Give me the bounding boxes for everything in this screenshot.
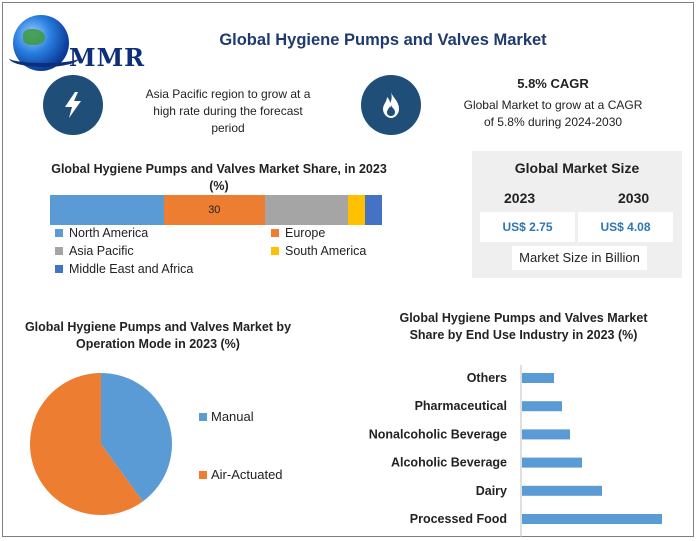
cagr-text: Global Market to grow at a CAGR of 5.8% … bbox=[463, 98, 643, 129]
legend-swatch-air-actuated bbox=[199, 471, 207, 479]
tick-label-pharmaceutical: Pharmaceutical bbox=[415, 399, 507, 413]
legend-label: South America bbox=[285, 244, 367, 258]
cagr-title: 5.8% CAGR bbox=[517, 76, 589, 91]
legend-asia-pacific: Asia Pacific bbox=[55, 244, 134, 258]
legend-label: Europe bbox=[285, 226, 326, 240]
tick-label-processed-food: Processed Food bbox=[410, 512, 507, 526]
legend-south-america: South America bbox=[271, 244, 366, 258]
bar-segment-asia-pacific bbox=[264, 195, 349, 225]
legend-label-manual: Manual bbox=[211, 409, 254, 424]
data-label-europe: 30 bbox=[208, 204, 221, 216]
flame-icon bbox=[361, 75, 421, 135]
end-use-title: Global Hygiene Pumps and Valves Market S… bbox=[399, 311, 648, 342]
asia-pacific-text: Asia Pacific region to grow at a high ra… bbox=[145, 87, 311, 135]
regional-share-title: Global Hygiene Pumps and Valves Market S… bbox=[51, 162, 387, 193]
pie-slice-manual bbox=[101, 373, 172, 502]
bar-segment-south-america bbox=[348, 195, 366, 225]
logo-swoosh bbox=[9, 49, 79, 67]
bar-others bbox=[522, 373, 554, 383]
bar-segment-north-america bbox=[50, 195, 165, 225]
market-size-card: Global Market Size 2023 2030 US$ 2.75 US… bbox=[472, 151, 682, 278]
legend-swatch bbox=[55, 229, 63, 237]
legend-swatch bbox=[271, 247, 279, 255]
bar-segment-europe: 30 bbox=[164, 195, 265, 225]
legend-label: North America bbox=[69, 226, 149, 240]
regional-share-bar: 30 bbox=[50, 195, 382, 225]
tick-label-alcoholic-beverage: Alcoholic Beverage bbox=[391, 456, 507, 470]
operation-mode-pie: Manual Air-Actuated bbox=[29, 373, 283, 515]
page-title: Global Hygiene Pumps and Valves Market bbox=[219, 31, 547, 49]
value-2030: US$ 4.08 bbox=[578, 212, 673, 242]
tick-label-others: Others bbox=[467, 371, 507, 385]
legend-swatch bbox=[55, 265, 63, 273]
tick-label-nonalcoholic-beverage: Nonalcoholic Beverage bbox=[369, 427, 507, 441]
bar-dairy bbox=[522, 485, 602, 496]
tick-label-dairy: Dairy bbox=[476, 484, 507, 498]
bar-pharmaceutical bbox=[522, 401, 562, 412]
legend-swatch-manual bbox=[199, 413, 207, 421]
bar-processed-food bbox=[522, 514, 662, 524]
market-size-unit: Market Size in Billion bbox=[512, 246, 647, 270]
market-size-title: Global Market Size bbox=[514, 160, 640, 176]
year-2030: 2030 bbox=[618, 190, 650, 206]
end-use-bar-chart: Others Pharmaceutical Nonalcoholic Beverag… bbox=[369, 365, 662, 537]
logo-text: MMR bbox=[69, 43, 146, 72]
pie-slice-air-actuated bbox=[29, 373, 143, 515]
legend-swatch bbox=[55, 247, 63, 255]
legend-label-air-actuated: Air-Actuated bbox=[211, 467, 283, 482]
legend-middle-east-and-africa: Middle East and Africa bbox=[55, 262, 193, 276]
year-2023: 2023 bbox=[504, 190, 536, 206]
operation-mode-title: Global Hygiene Pumps and Valves Market b… bbox=[24, 320, 292, 351]
legend-label: Middle East and Africa bbox=[69, 262, 194, 276]
lightning-bolt-icon bbox=[43, 75, 103, 135]
legend-swatch bbox=[271, 229, 279, 237]
mmr-logo: MMR bbox=[9, 15, 146, 72]
legend-label: Asia Pacific bbox=[69, 244, 134, 258]
value-2023: US$ 2.75 bbox=[480, 212, 575, 242]
bar-segment-middle-east-and-africa bbox=[365, 195, 382, 225]
legend-north-america: North America bbox=[55, 226, 148, 240]
bar-alcoholic-beverage bbox=[522, 457, 582, 468]
bar-nonalcoholic-beverage bbox=[522, 429, 570, 440]
legend-europe: Europe bbox=[271, 226, 325, 240]
